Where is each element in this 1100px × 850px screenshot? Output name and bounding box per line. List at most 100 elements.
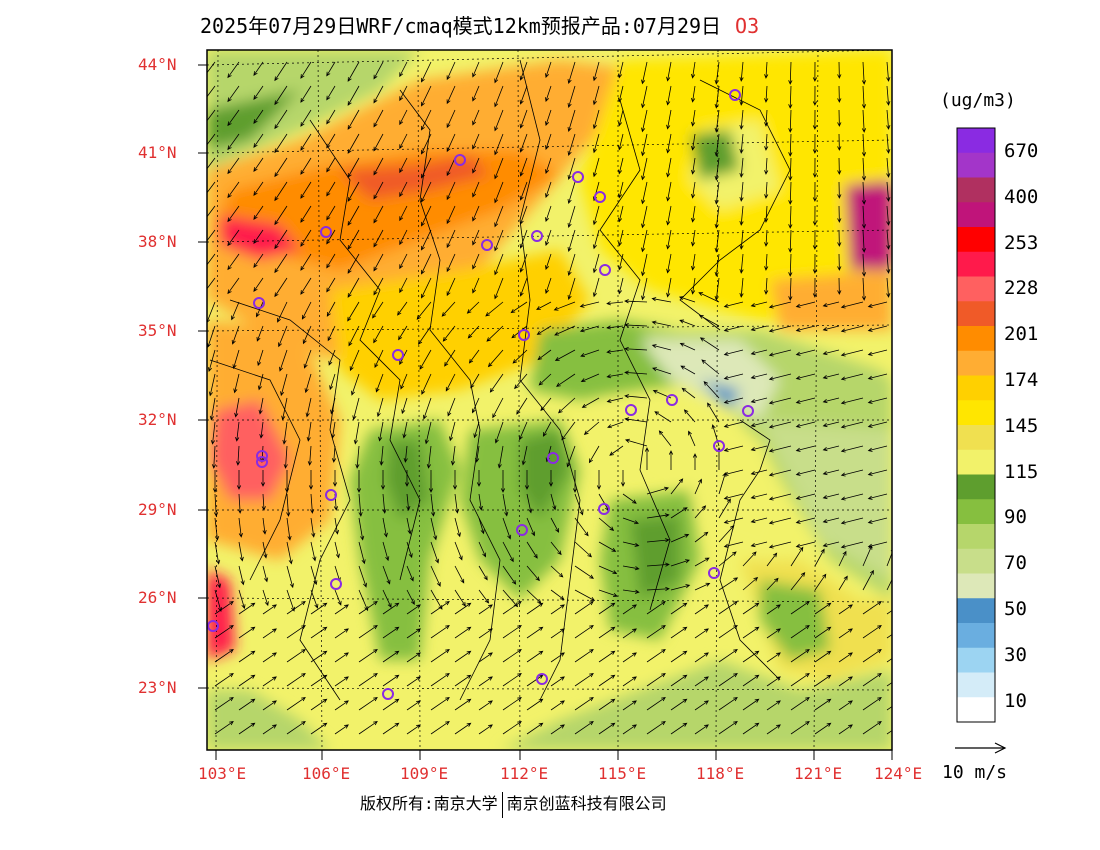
wind-arrow <box>718 577 739 591</box>
wind-arrow <box>536 301 552 310</box>
wind-arrow <box>646 721 666 735</box>
wind-arrow <box>382 602 400 615</box>
station-marker <box>742 405 754 417</box>
wind-arrow <box>768 517 792 525</box>
wind-arrow <box>561 421 576 441</box>
wind-arrow <box>210 421 216 445</box>
wind-arrow <box>592 61 600 82</box>
wind-arrow <box>236 470 242 490</box>
colorbar-label: 670 <box>1004 140 1039 162</box>
wind-arrow <box>694 478 702 495</box>
wind-arrow <box>430 649 450 663</box>
wind-arrow <box>310 589 319 609</box>
wind-arrow <box>620 470 626 487</box>
wind-scale-label: 10 m/s <box>942 762 1008 783</box>
lat-label-35: 35°N <box>138 321 177 340</box>
wind-arrow <box>304 373 312 394</box>
wind-arrow <box>788 277 793 301</box>
wind-arrow <box>300 205 312 223</box>
wind-arrow <box>581 397 600 408</box>
wind-arrow <box>238 722 256 735</box>
wind-arrow <box>545 253 552 271</box>
wind-arrow <box>886 682 892 687</box>
wind-arrow <box>886 277 891 298</box>
wind-arrow <box>617 85 624 103</box>
wind-arrow <box>494 133 504 156</box>
wind-arrow <box>768 325 792 333</box>
wind-arrow <box>406 652 421 663</box>
wind-arrow <box>838 700 853 711</box>
wind-arrow <box>651 320 672 327</box>
wind-arrow <box>742 551 757 567</box>
wind-arrow <box>691 109 696 127</box>
wind-arrow <box>401 397 408 415</box>
wind-arrow <box>540 397 552 412</box>
wind-arrow <box>466 301 480 314</box>
colorbar-unit: (ug/m3) <box>940 90 1016 111</box>
wind-arrow <box>545 277 552 295</box>
wind-arrow <box>310 722 328 735</box>
wind-arrow <box>502 697 522 711</box>
wind-arrow <box>526 493 533 514</box>
wind-arrow <box>622 700 637 711</box>
wind-arrow <box>373 61 384 80</box>
wind-arrow <box>326 277 336 293</box>
wind-arrow <box>310 674 328 687</box>
wind-arrow <box>598 602 616 615</box>
wind-arrow <box>454 589 466 607</box>
wind-arrow <box>446 85 456 105</box>
wind-arrow <box>446 133 456 153</box>
colorbar-label: 145 <box>1004 414 1039 437</box>
wind-arrow <box>622 676 637 687</box>
station-marker <box>599 264 611 276</box>
wind-arrow <box>592 157 600 178</box>
wind-arrow <box>472 253 480 270</box>
wind-arrow <box>768 301 792 309</box>
wind-arrow <box>526 722 544 735</box>
wind-arrow <box>397 301 408 316</box>
wind-arrow <box>450 445 456 466</box>
wind-arrow <box>332 470 338 487</box>
wind-arrow <box>356 470 362 493</box>
wind-arrow <box>574 649 594 663</box>
colorbar <box>956 127 996 723</box>
wind-arrow <box>446 181 456 201</box>
wind-arrow <box>494 85 504 108</box>
wind-arrow <box>399 133 408 150</box>
wind-arrow <box>822 445 840 452</box>
wind-arrow <box>622 493 637 504</box>
wind-arrow <box>454 517 461 538</box>
wind-arrow <box>399 181 408 198</box>
wind-arrow <box>670 722 688 735</box>
wind-arrow <box>286 493 291 517</box>
wind-arrow <box>617 205 624 223</box>
wind-arrow <box>478 541 487 558</box>
wind-arrow <box>300 85 312 103</box>
wind-arrow <box>519 205 528 225</box>
wind-arrow <box>867 517 888 524</box>
wind-arrow <box>822 421 840 428</box>
wind-arrow <box>478 676 493 687</box>
wind-arrow <box>446 157 456 177</box>
wind-arrow <box>478 493 483 511</box>
wind-arrow <box>406 700 421 711</box>
wind-arrow <box>308 470 314 490</box>
wind-arrow <box>812 205 818 226</box>
colorbar-swatch <box>957 672 995 698</box>
wind-arrow <box>406 589 415 606</box>
wind-arrow <box>519 133 528 153</box>
wind-arrow <box>262 724 277 735</box>
wind-arrow <box>788 205 793 229</box>
wind-arrow <box>209 397 216 421</box>
colorbar-swatch <box>957 128 995 154</box>
wind-arrow <box>723 445 744 452</box>
lat-label-23: 23°N <box>138 678 177 697</box>
wind-arrow <box>795 469 816 476</box>
wind-arrow <box>718 472 727 495</box>
wind-arrow <box>227 85 240 103</box>
wind-arrow <box>406 541 413 559</box>
wind-arrow <box>861 157 867 181</box>
wind-arrow <box>494 205 504 228</box>
wind-arrow <box>764 205 769 223</box>
wind-arrow <box>723 325 744 332</box>
